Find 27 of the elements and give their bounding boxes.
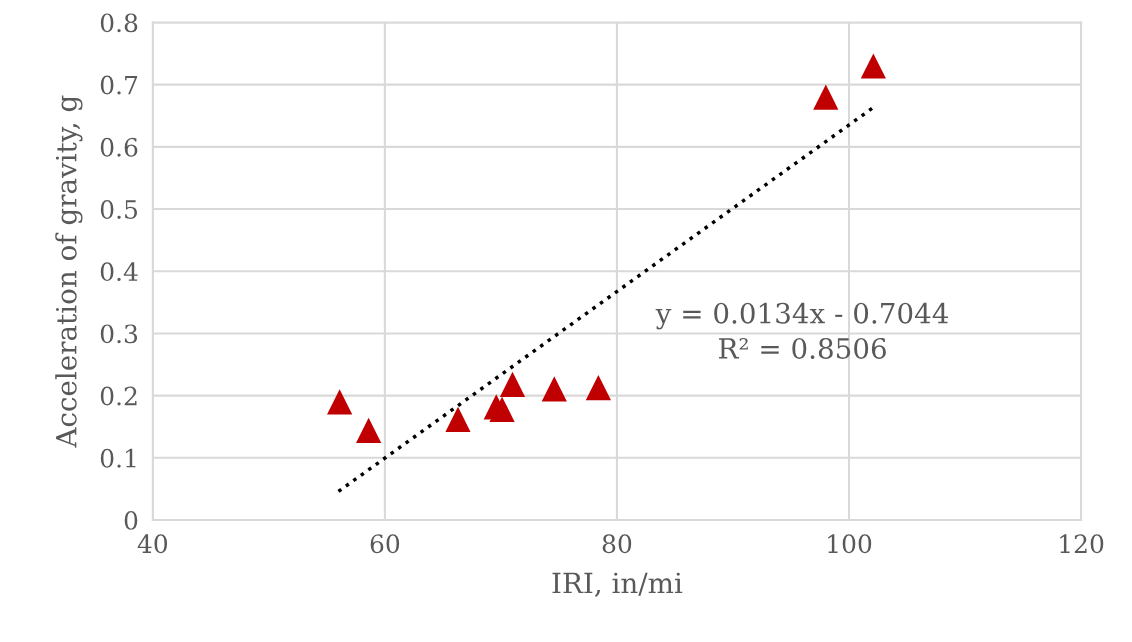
x-tick-label: 100: [828, 534, 872, 554]
y-tick-label: 0.4: [100, 262, 138, 282]
annotation: R² = 0.8506: [719, 337, 886, 359]
x-tick-label: 120: [1060, 534, 1104, 554]
x-axis-title: IRI, in/mi: [552, 572, 683, 597]
point: [813, 84, 839, 110]
point: [327, 389, 353, 415]
point: [489, 396, 515, 422]
annotation: y = 0.0134x - 0.7044: [655, 302, 949, 330]
point: [585, 374, 611, 401]
point: [356, 417, 382, 444]
point: [499, 371, 526, 398]
point: [860, 53, 886, 79]
y-tick-label: 0.6: [100, 137, 138, 157]
point: [445, 406, 471, 432]
x-tick-label: 40: [137, 534, 168, 554]
y-tick-label: 0.8: [100, 13, 138, 33]
point: [541, 376, 567, 402]
y-tick-label: 0.1: [100, 448, 136, 468]
y-tick-label: 0.3: [100, 324, 138, 344]
y-tick-label: 0.5: [100, 199, 137, 219]
y-tick-label: 0: [124, 510, 138, 530]
y-tick-label: 0.7: [100, 75, 138, 95]
y-axis-title: Acceleration of gravity, g: [55, 95, 83, 448]
y-tick-label: 0.2: [100, 386, 137, 406]
x-tick-label: 60: [370, 534, 400, 554]
x-tick-label: 80: [602, 534, 632, 554]
